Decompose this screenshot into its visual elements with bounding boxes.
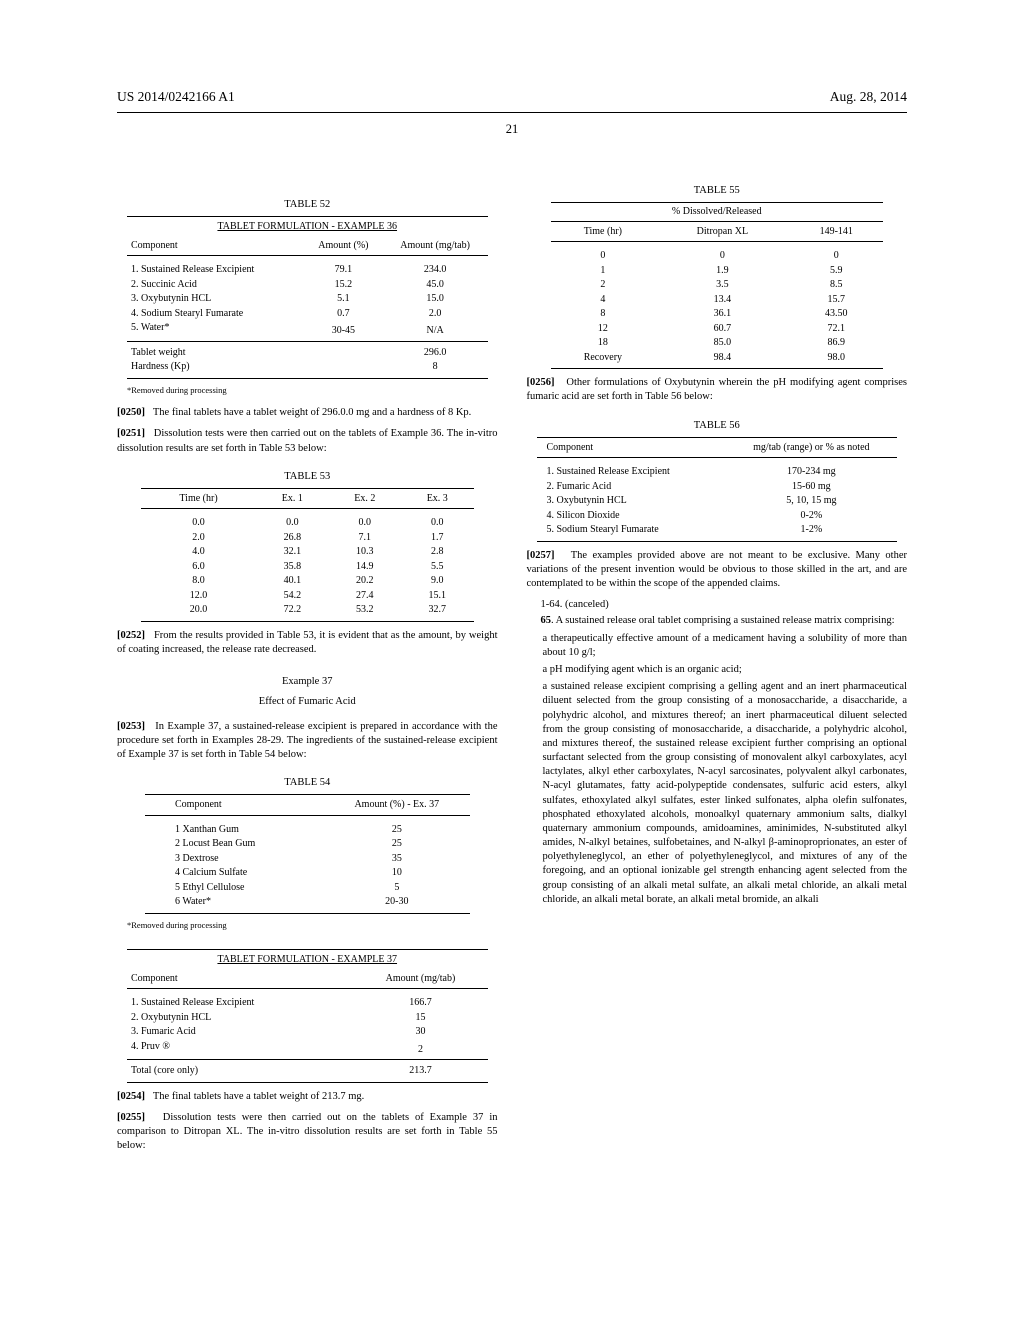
- example37-heading: Example 37: [117, 675, 498, 689]
- table54: Component Amount (%) - Ex. 37 1 Xanthan …: [145, 794, 470, 914]
- para-0255: [0255] Dissolution tests were then carri…: [117, 1111, 498, 1154]
- claim-65-lead: 65. A sustained release oral tablet comp…: [527, 614, 908, 628]
- page-number: 21: [117, 121, 907, 138]
- table52: Component Amount (%) Amount (mg/tab) 1. …: [127, 236, 488, 379]
- pub-date: Aug. 28, 2014: [830, 88, 907, 106]
- claim-1-64: 1-64. (canceled): [527, 598, 908, 612]
- table53: Time (hr) Ex. 1 Ex. 2 Ex. 3 0.00.00.00.0…: [141, 488, 474, 622]
- table54-label: TABLE 54: [117, 776, 498, 790]
- table52-footnote: *Removed during processing: [127, 385, 488, 396]
- para-0252: [0252] From the results provided in Tabl…: [117, 629, 498, 657]
- table55: % Dissolved/Released Time (hr) Ditropan …: [551, 202, 884, 369]
- table52-col2: Amount (mg/tab): [383, 236, 488, 256]
- para-0254: [0254] The final tablets have a tablet w…: [117, 1090, 498, 1104]
- table52-col1: Amount (%): [304, 236, 383, 256]
- header-rule: [117, 112, 907, 113]
- table37: Component Amount (mg/tab) 1. Sustained R…: [127, 969, 488, 1083]
- table54-footnote: *Removed during processing: [127, 920, 488, 931]
- example37-sub: Effect of Fumaric Acid: [117, 695, 498, 709]
- para-0253: [0253] In Example 37, a sustained-releas…: [117, 720, 498, 763]
- table37-caption: TABLET FORMULATION - EXAMPLE 37: [127, 949, 488, 969]
- para-0251: [0251] Dissolution tests were then carri…: [117, 427, 498, 455]
- table52-col0: Component: [127, 236, 304, 256]
- para-0250: [0250] The final tablets have a tablet w…: [117, 406, 498, 420]
- para-0257: [0257] The examples provided above are n…: [527, 549, 908, 592]
- claim-65-b: a pH modifying agent which is an organic…: [527, 663, 908, 677]
- table53-label: TABLE 53: [117, 470, 498, 484]
- pub-number: US 2014/0242166 A1: [117, 88, 235, 106]
- table52-caption: TABLET FORMULATION - EXAMPLE 36: [127, 216, 488, 236]
- claim-65-c: a sustained release excipient comprising…: [527, 680, 908, 907]
- table52-label: TABLE 52: [117, 198, 498, 212]
- table56: Component mg/tab (range) or % as noted 1…: [537, 437, 898, 542]
- para-0256: [0256] Other formulations of Oxybutynin …: [527, 376, 908, 404]
- table55-label: TABLE 55: [527, 184, 908, 198]
- claim-65-a: a therapeutically effective amount of a …: [527, 632, 908, 660]
- page-header: US 2014/0242166 A1 Aug. 28, 2014: [117, 88, 907, 106]
- table56-label: TABLE 56: [527, 419, 908, 433]
